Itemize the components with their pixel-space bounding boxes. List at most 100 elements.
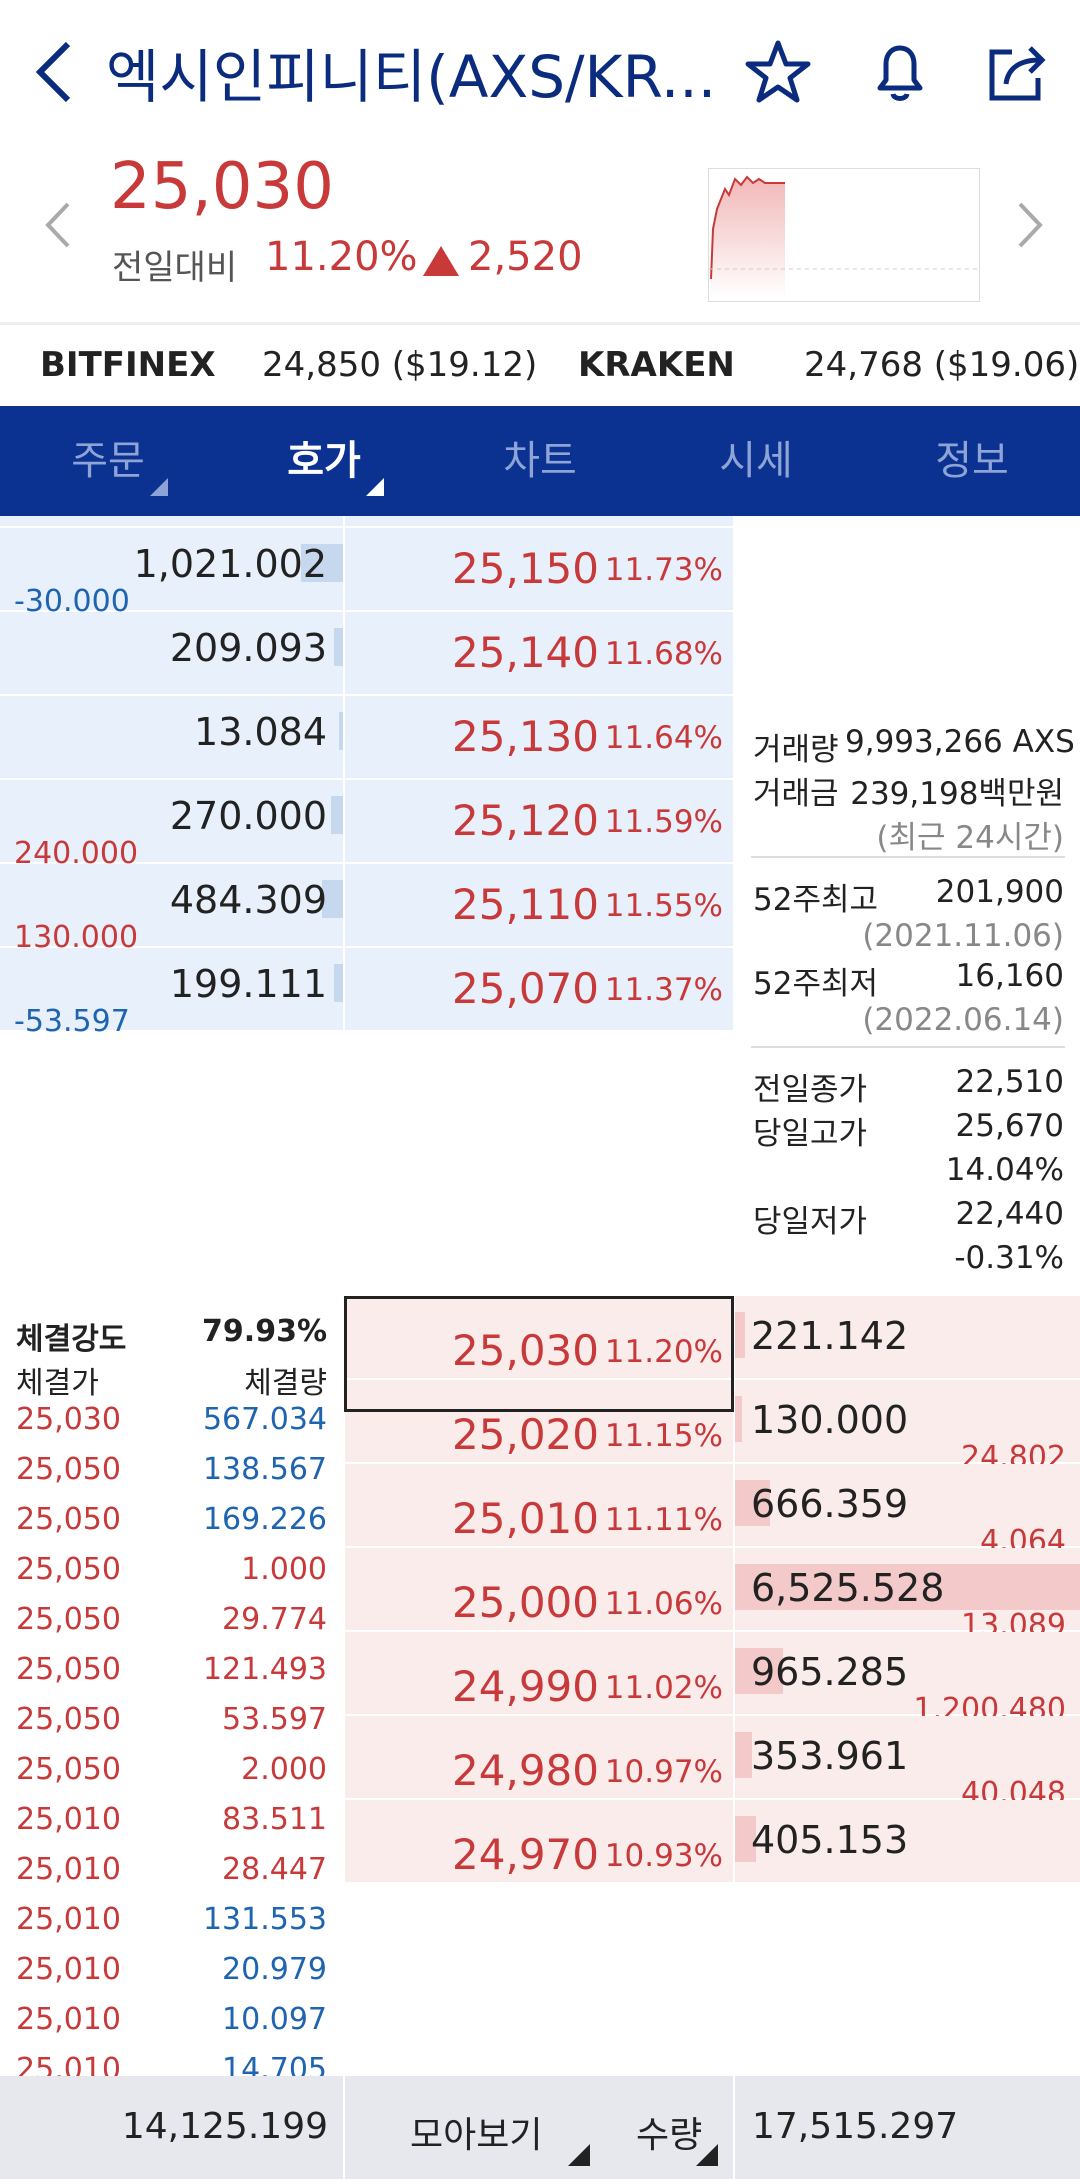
period-note: (최근 24시간) [876, 820, 1064, 856]
bid-volume-bar [735, 1816, 756, 1862]
bid-row[interactable]: 221.142 [735, 1296, 1080, 1380]
high52-date: (2021.11.06) [862, 918, 1064, 954]
bid-row[interactable]: 353.961 40.048 [735, 1716, 1080, 1811]
bid-price-cell[interactable]: 25,030 11.20% [345, 1296, 733, 1380]
day-high-pct: 14.04% [945, 1152, 1064, 1188]
dropdown-corner-icon [696, 2144, 718, 2166]
bid-price-cell[interactable]: 25,010 11.11% [345, 1464, 733, 1548]
bid-quantity: 6,525.528 [751, 1566, 945, 1610]
bid-percent: 11.15% [604, 1418, 723, 1454]
ask-quantity: 1,021.002 [133, 542, 327, 586]
tab-info[interactable]: 정보 [864, 406, 1080, 516]
tab-label: 호가 [287, 438, 361, 484]
view-mode-button[interactable]: 모아보기 [410, 2115, 543, 2156]
qty-header: 체결량 [244, 1366, 327, 1401]
page-title: 엑시인피니티(AXS/KR... [106, 43, 717, 111]
bid-percent: 11.11% [604, 1502, 723, 1538]
strength-value: 79.93% [202, 1314, 327, 1349]
prev-arrow-icon[interactable] [40, 200, 76, 250]
trade-quantity: 10.097 [222, 2002, 327, 2037]
market-info-panel: 거래량 9,993,266 AXS 거래금 239,198백만원 (최근 24시… [735, 516, 1080, 1296]
bid-volume-bar [735, 1732, 752, 1778]
tab-quotes[interactable]: 시세 [648, 406, 864, 516]
ask-row[interactable]: 199.111 -53.597 [0, 948, 343, 1039]
ask-volume-bar [334, 964, 343, 1002]
price-summary: 25,030 전일대비 11.20% 2,520 [0, 150, 1080, 320]
day-high-label: 당일고가 [753, 1116, 868, 1152]
bid-row[interactable]: 666.359 4.064 [735, 1464, 1080, 1559]
bid-row[interactable]: 130.000 24.802 [735, 1380, 1080, 1475]
current-price: 25,030 [110, 150, 334, 224]
bid-percent: 10.97% [604, 1754, 723, 1790]
star-icon[interactable] [744, 38, 812, 106]
sparkline-chart[interactable] [708, 168, 980, 302]
trade-quantity: 14.705 [222, 2052, 327, 2076]
trade-quantity: 169.226 [202, 1502, 327, 1537]
bid-row[interactable]: 405.153 [735, 1800, 1080, 1884]
trade-price: 25,010 [16, 1902, 121, 1937]
exchange-prices: BITFINEX 24,850 ($19.12) KRAKEN 24,768 (… [0, 322, 1080, 407]
ask-price-cell[interactable]: 25,120 11.59% [345, 780, 733, 864]
prev-close-label: 전일종가 [753, 1072, 868, 1108]
exchange-name: KRAKEN [578, 345, 735, 385]
next-arrow-icon[interactable] [1012, 200, 1048, 250]
bid-price-cell[interactable]: 25,020 11.15% [345, 1380, 733, 1464]
bid-quantity: 130.000 [751, 1398, 909, 1442]
bid-price-cell[interactable]: 24,970 10.93% [345, 1800, 733, 1884]
ask-row[interactable]: 1,021.002 -30.000 [0, 528, 343, 619]
day-high-value: 25,670 [955, 1108, 1064, 1144]
trade-quantity: 1.000 [241, 1552, 327, 1587]
tab-chart[interactable]: 차트 [432, 406, 648, 516]
ask-row[interactable]: 13.084 [0, 696, 343, 780]
tab-label: 시세 [719, 438, 793, 484]
ask-volume-bar [322, 880, 343, 918]
recent-trades-panel: 체결강도 79.93% 체결가 체결량 25,030 567.034 25,050 1… [0, 1296, 343, 2076]
tab-orderbook[interactable]: 호가 [216, 406, 432, 516]
share-icon[interactable] [984, 38, 1052, 106]
trade-price: 25,010 [16, 1952, 121, 1987]
volume-value: 9,993,266 AXS [845, 724, 1075, 760]
bid-percent: 11.20% [604, 1334, 723, 1370]
ask-price-cell[interactable]: 25,16011.77% [345, 516, 733, 528]
bell-icon[interactable] [866, 38, 934, 106]
amount-value: 239,198백만원 [850, 776, 1064, 812]
ask-price-cell[interactable]: 25,140 11.68% [345, 612, 733, 696]
bid-price-cell[interactable]: 24,980 10.97% [345, 1716, 733, 1800]
ask-row[interactable]: 498.381 [0, 516, 343, 528]
change-percent: 11.20% [265, 234, 418, 280]
ask-price-cell[interactable]: 25,130 11.64% [345, 696, 733, 780]
ask-price-cell[interactable]: 25,110 11.55% [345, 864, 733, 948]
trade-quantity: 138.567 [202, 1452, 327, 1487]
strength-label: 체결강도 [16, 1322, 127, 1357]
app-header: 엑시인피니티(AXS/KR... [0, 0, 1080, 150]
bid-price: 25,020 [452, 1410, 599, 1459]
bid-row[interactable]: 965.285 1,200.480 [735, 1632, 1080, 1727]
low52-label: 52주최저 [753, 966, 879, 1002]
ask-price-cell[interactable]: 25,070 11.37% [345, 948, 733, 1032]
trade-quantity: 28.447 [222, 1852, 327, 1887]
change-amount: 2,520 [468, 234, 583, 280]
ask-row[interactable]: 484.309 130.000 [0, 864, 343, 955]
bid-volume-bar [735, 1648, 783, 1694]
bid-price-cell[interactable]: 25,000 11.06% [345, 1548, 733, 1632]
ask-price: 25,070 [452, 964, 599, 1013]
trade-quantity: 53.597 [222, 1702, 327, 1737]
bid-price: 24,990 [452, 1662, 599, 1711]
bid-row[interactable]: 6,525.528 13.089 [735, 1548, 1080, 1643]
ask-percent: 11.55% [604, 888, 723, 924]
dropdown-corner-icon [150, 478, 168, 496]
ask-row[interactable]: 270.000 240.000 [0, 780, 343, 871]
tab-order[interactable]: 주문 [0, 406, 216, 516]
trade-price: 25,050 [16, 1702, 121, 1737]
back-icon[interactable] [30, 38, 80, 106]
trade-quantity: 131.553 [202, 1902, 327, 1937]
trade-price: 25,050 [16, 1602, 121, 1637]
bid-percent: 11.06% [604, 1586, 723, 1622]
bid-percent: 10.93% [604, 1838, 723, 1874]
ask-price-cell[interactable]: 25,150 11.73% [345, 528, 733, 612]
qty-mode-button[interactable]: 수량 [636, 2115, 703, 2156]
bid-price-cell[interactable]: 24,990 11.02% [345, 1632, 733, 1716]
bid-percent: 11.02% [604, 1670, 723, 1706]
bid-volume-bar [735, 1480, 770, 1526]
ask-row[interactable]: 209.093 [0, 612, 343, 696]
